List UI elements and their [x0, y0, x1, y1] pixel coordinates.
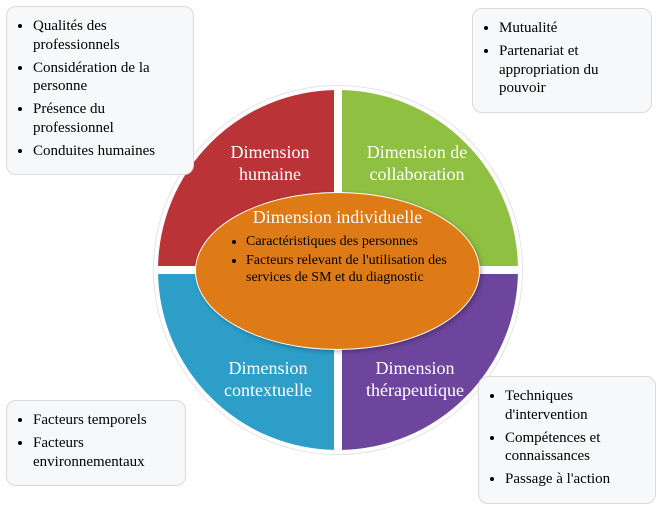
- list-item: Présence du professionnel: [33, 100, 183, 138]
- list-item: Facteurs environnementaux: [33, 434, 175, 472]
- box-therapeutique-list: Techniques d'intervention Compétences et…: [487, 387, 645, 489]
- label-contextuelle: Dimension contextuelle: [198, 358, 338, 401]
- list-item: Passage à l'action: [505, 470, 645, 489]
- center-title: Dimension individuelle: [216, 207, 459, 228]
- list-item: Techniques d'intervention: [505, 387, 645, 425]
- center-list: Caractéristiques des personnes Facteurs …: [246, 234, 459, 286]
- center-item: Caractéristiques des personnes: [246, 234, 459, 251]
- box-humaine-list: Qualités des professionnels Considératio…: [15, 17, 183, 160]
- label-humaine: Dimension humaine: [200, 142, 340, 185]
- box-therapeutique: Techniques d'intervention Compétences et…: [478, 376, 656, 504]
- center-ellipse: Dimension individuelle Caractéristiques …: [195, 192, 480, 350]
- list-item: Qualités des professionnels: [33, 17, 183, 55]
- list-item: Considération de la personne: [33, 59, 183, 97]
- box-humaine: Qualités des professionnels Considératio…: [6, 6, 194, 175]
- box-collaboration: Mutualité Partenariat et appropriation d…: [472, 8, 652, 113]
- list-item: Facteurs temporels: [33, 411, 175, 430]
- box-collaboration-list: Mutualité Partenariat et appropriation d…: [481, 19, 641, 98]
- box-contextuelle: Facteurs temporels Facteurs environnemen…: [6, 400, 186, 486]
- list-item: Mutualité: [499, 19, 641, 38]
- label-collaboration: Dimension de collaboration: [342, 142, 492, 185]
- list-item: Conduites humaines: [33, 142, 183, 161]
- box-contextuelle-list: Facteurs temporels Facteurs environnemen…: [15, 411, 175, 471]
- list-item: Partenariat et appropriation du pouvoir: [499, 42, 641, 98]
- list-item: Compétences et connaissances: [505, 429, 645, 467]
- label-therapeutique: Dimension thérapeutique: [340, 358, 490, 401]
- center-item: Facteurs relevant de l'utilisation des s…: [246, 253, 459, 287]
